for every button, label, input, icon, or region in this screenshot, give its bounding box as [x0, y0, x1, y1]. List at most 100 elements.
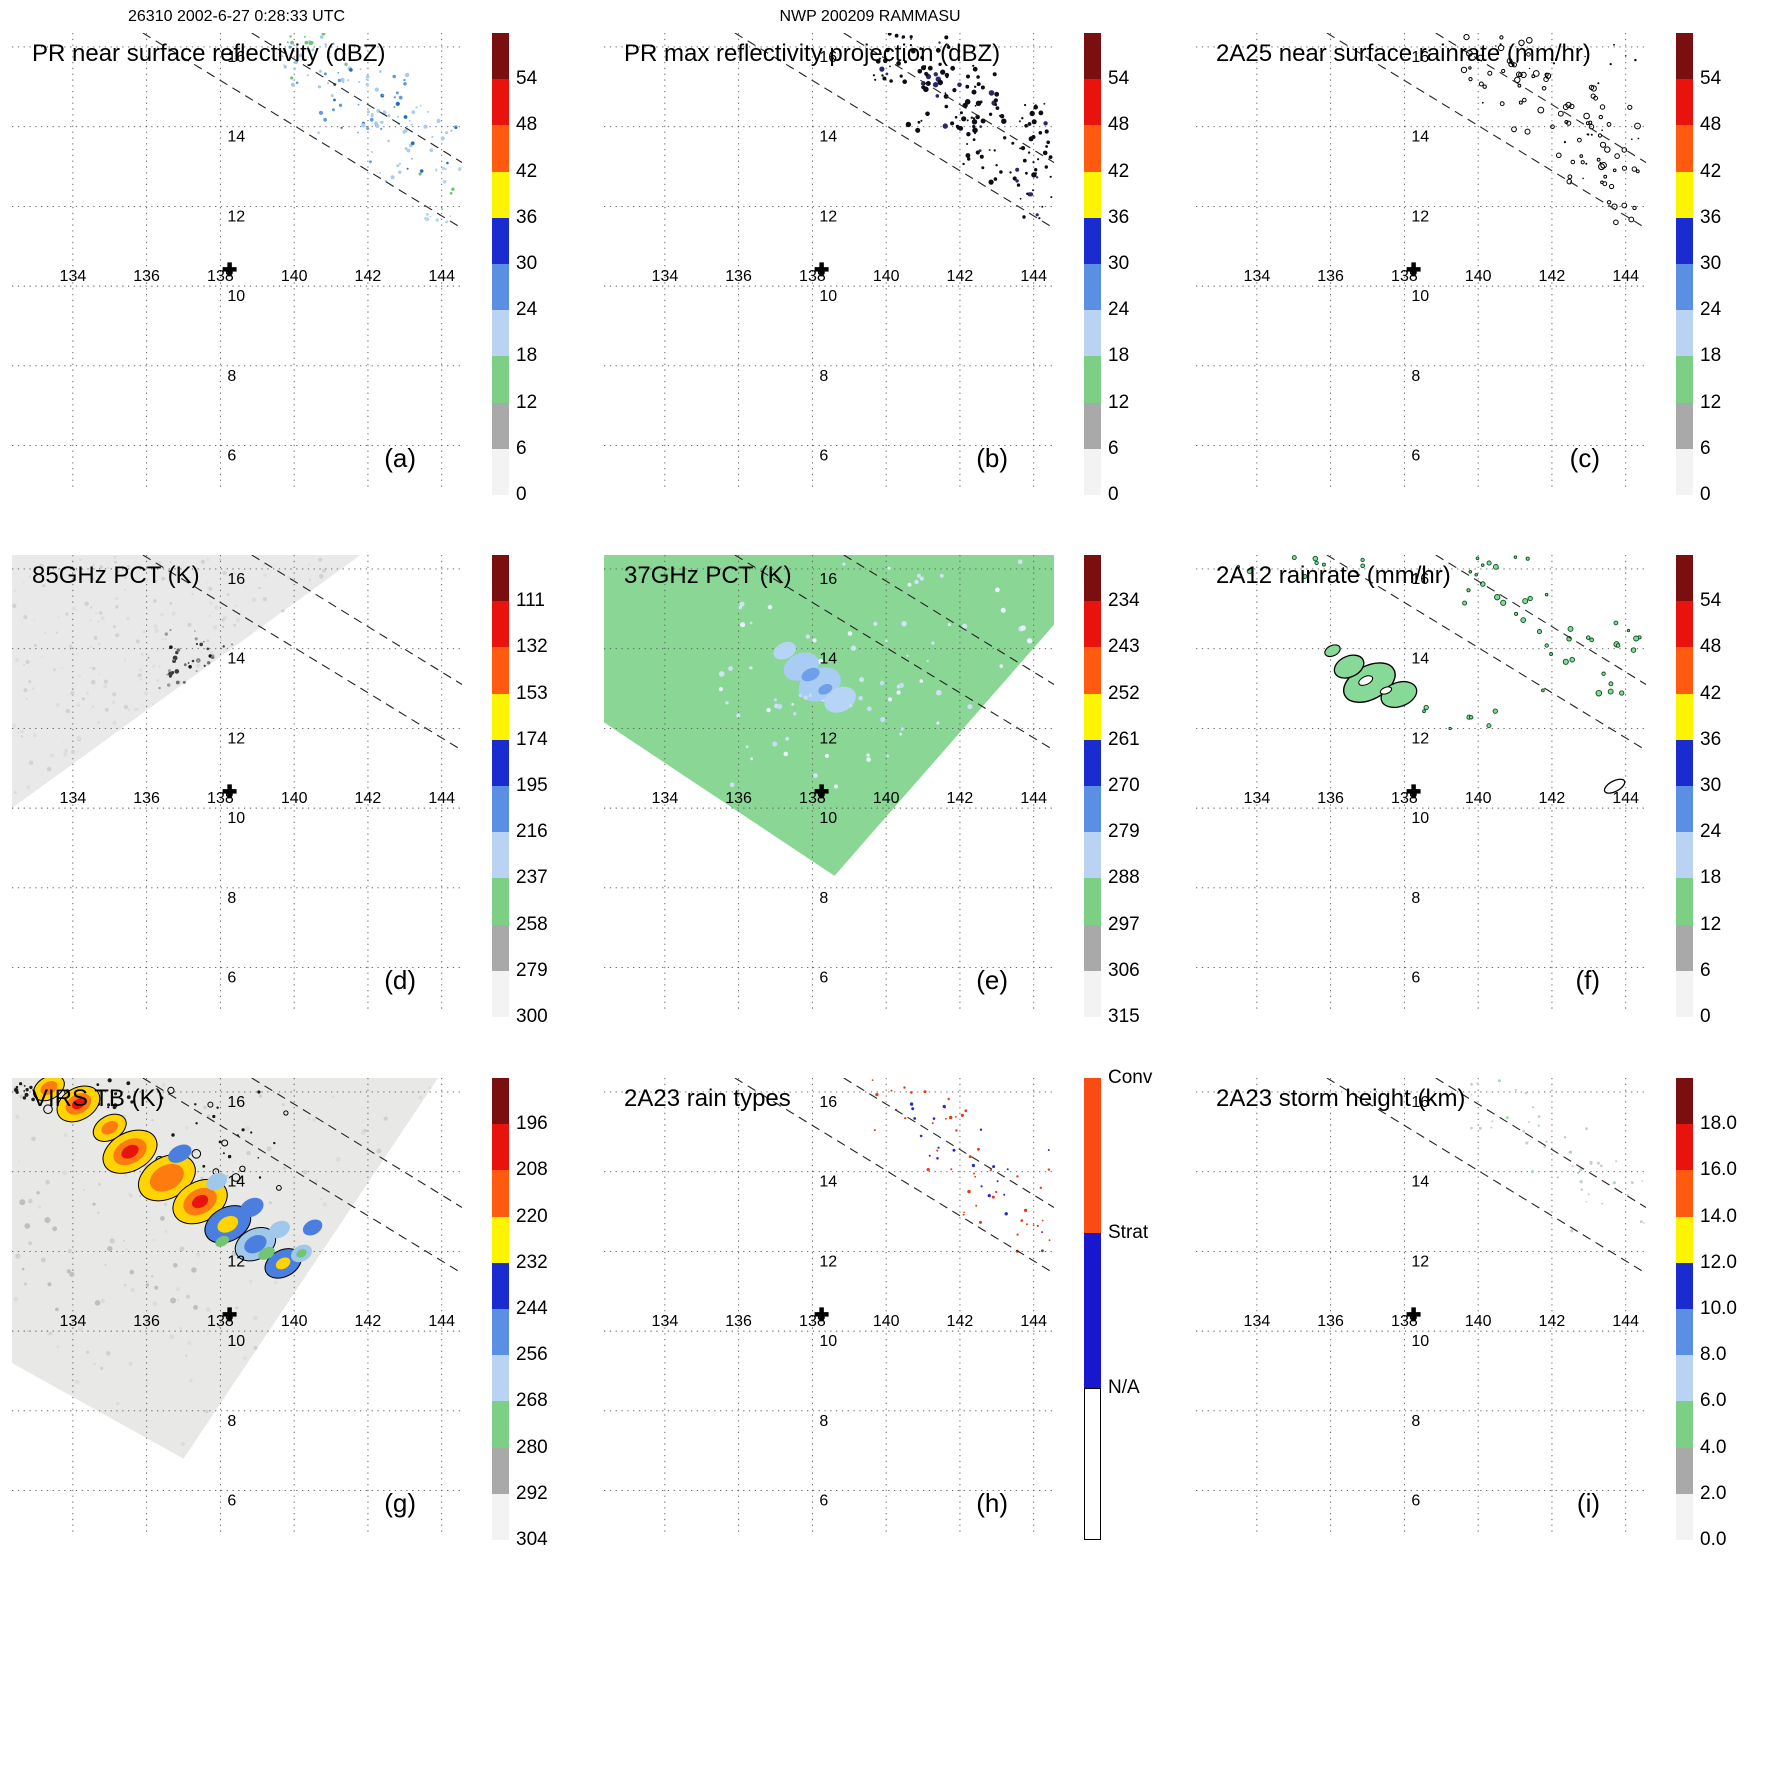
colorbar-segment — [1084, 33, 1101, 80]
colorbar-segment — [1676, 1355, 1693, 1402]
colorbar-tick-label: 195 — [516, 775, 548, 796]
colorbar-tick-label: 174 — [516, 728, 548, 750]
lon-tick-label: 142 — [947, 268, 974, 285]
colorbar-segment — [492, 693, 509, 740]
swath-edge-line — [1435, 1077, 1647, 1208]
colorbar-segment — [1084, 310, 1101, 357]
lon-tick-label: 138 — [207, 268, 234, 285]
lat-tick-label: 10 — [227, 810, 245, 827]
lon-tick-label: 138 — [207, 790, 234, 807]
lat-tick-label: 6 — [819, 1493, 828, 1510]
colorbar-tick-label: 6 — [1700, 959, 1711, 981]
colorbar-g — [492, 1078, 509, 1540]
panel-letter: (b) — [976, 443, 1008, 473]
colorbar-segment — [1676, 1124, 1693, 1171]
colorbar-segment — [1676, 125, 1693, 172]
lat-tick-label: 6 — [1411, 448, 1420, 465]
colorbar-segment — [1676, 785, 1693, 833]
colorbar-labels-a: 54 48 42 36 30 24 18 12 6 0 — [516, 33, 594, 505]
colorbar-tick-label: 48 — [1108, 114, 1130, 136]
colorbar-tick-label: 30 — [516, 253, 538, 274]
colorbar-segment — [492, 878, 509, 925]
colorbar-tick-label: 36 — [1700, 206, 1722, 228]
lon-tick-label: 136 — [133, 1313, 160, 1330]
panel-d: 134 136 138 140 142 144 16 14 12 10 8 6 85GHz PCT (K… — [12, 554, 463, 1018]
colorbar-tick-label: 54 — [1700, 68, 1722, 90]
storm-center-marker — [222, 1307, 237, 1322]
lat-tick-label: 16 — [819, 49, 837, 66]
colorbar-tick-label: 216 — [516, 821, 548, 843]
colorbar-tick-label: 12 — [1700, 391, 1722, 413]
colorbar-tick-label: 24 — [1700, 821, 1722, 843]
swath-edge-line — [142, 32, 463, 229]
colorbar-segment — [492, 785, 509, 833]
colorbar-segment — [1676, 739, 1693, 786]
colorbar-tick-label: 268 — [516, 1390, 548, 1412]
panel-g: 134 136 138 140 142 144 16 14 12 10 8 6 VIRS TB (K) (… — [12, 1074, 463, 1541]
panel-letter: (h) — [976, 1488, 1008, 1518]
colorbar-tick-label: 0.0 — [1700, 1529, 1727, 1550]
lat-tick-label: 8 — [227, 1413, 236, 1430]
colorbar-tick-label: 18 — [1700, 867, 1722, 889]
colorbar-tick-label: 14.0 — [1700, 1205, 1737, 1227]
colorbar-a — [492, 33, 509, 495]
lon-tick-label: 136 — [1317, 1313, 1344, 1330]
lon-tick-label: 138 — [799, 790, 826, 807]
lon-tick-label: 142 — [947, 790, 974, 807]
colorbar-tick-label: 279 — [516, 959, 548, 981]
colorbar-segment — [492, 924, 509, 971]
swath-edge-line — [251, 554, 463, 685]
colorbar-segment — [1084, 970, 1101, 1017]
colorbar-segment — [1676, 1401, 1693, 1448]
colorbar-segment — [492, 356, 509, 403]
lat-tick-label: 14 — [1411, 651, 1429, 668]
colorbar-segment — [1676, 263, 1693, 311]
colorbar-segment — [1084, 601, 1101, 648]
lon-tick-label: 142 — [1539, 268, 1566, 285]
colorbar-tick-label: 18 — [1108, 345, 1130, 367]
colorbar-segment — [492, 1262, 509, 1309]
colorbar-segment — [492, 402, 509, 449]
map-f: 134 136 138 140 142 144 16 14 12 10 8 6 2A12 rainrat… — [1196, 554, 1647, 1013]
lat-tick-label: 12 — [227, 730, 245, 747]
lon-tick-label: 140 — [1465, 790, 1492, 807]
colorbar-tick-label: 196 — [516, 1113, 548, 1135]
map-g: 134 136 138 140 142 144 16 14 12 10 8 6 VIRS TB (K) (… — [12, 1074, 463, 1536]
lon-tick-label: 142 — [1539, 1313, 1566, 1330]
panel-letter: (a) — [384, 443, 416, 473]
colorbar-tick-label: 36 — [516, 206, 538, 228]
colorbar-b — [1084, 33, 1101, 495]
lon-tick-label: 144 — [1612, 790, 1639, 807]
colorbar-tick-label: 111 — [516, 590, 545, 612]
lon-tick-label: 140 — [873, 790, 900, 807]
panel-letter: (e) — [976, 965, 1008, 995]
swath-edge-line — [843, 1077, 1055, 1208]
colorbar-segment — [1676, 1216, 1693, 1263]
colorbar-segment — [1084, 1387, 1101, 1540]
colorbar-category-label: N/A — [1108, 1376, 1140, 1398]
colorbar-segment — [1084, 125, 1101, 172]
colorbar-tick-label: 270 — [1108, 775, 1140, 796]
colorbar-segment — [1084, 785, 1101, 833]
colorbar-segment — [492, 33, 509, 80]
lon-tick-label: 144 — [428, 268, 455, 285]
colorbar-tick-label: 30 — [1700, 775, 1722, 796]
colorbar-labels-d: 111 132 153 174 195 216 237 258 279 300 — [516, 555, 594, 1027]
colorbar-tick-label: 258 — [516, 913, 548, 935]
colorbar-tick-label: 24 — [1700, 299, 1722, 321]
colorbar-tick-label: 42 — [1700, 682, 1722, 704]
map-e: 134 136 138 140 142 144 16 14 12 10 8 6 37GHz PCT (K… — [604, 554, 1055, 1013]
colorbar-tick-label: 306 — [1108, 959, 1140, 981]
panel-title: PR near surface reflectivity (dBZ) — [32, 40, 385, 67]
colorbar-tick-label: 12 — [516, 391, 538, 413]
colorbar-tick-label: 30 — [1700, 253, 1722, 274]
lon-tick-label: 134 — [1244, 790, 1271, 807]
colorbar-c — [1676, 33, 1693, 495]
colorbar-labels-e: 234 243 252 261 270 279 288 297 306 315 — [1108, 555, 1186, 1027]
colorbar-segment — [1084, 1078, 1101, 1233]
lat-tick-label: 16 — [227, 49, 245, 66]
colorbar-segment — [492, 125, 509, 172]
swath-fill — [12, 1078, 438, 1459]
colorbar-segment — [1676, 310, 1693, 357]
colorbar-tick-label: 0 — [516, 484, 527, 505]
